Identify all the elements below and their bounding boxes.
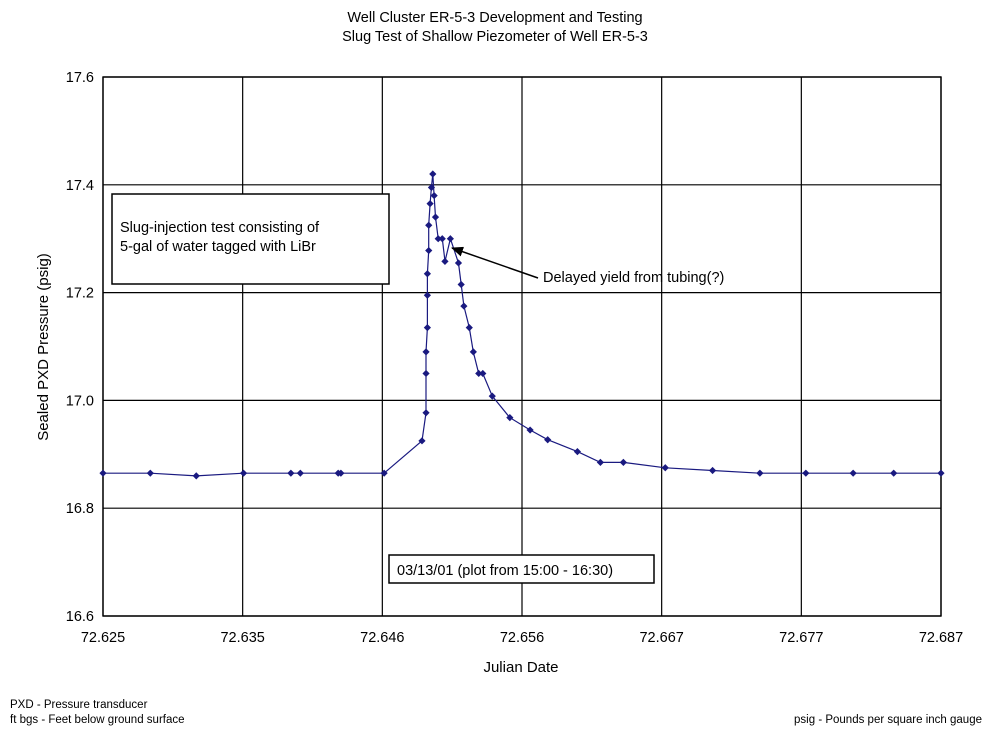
data-point: [460, 302, 468, 310]
y-tick-label: 17.0: [66, 393, 94, 409]
date-note: 03/13/01 (plot from 15:00 - 16:30): [397, 563, 613, 579]
data-point: [192, 472, 200, 480]
plot-border: [102, 76, 942, 617]
data-point: [475, 369, 483, 378]
data-point: [446, 235, 454, 243]
data-point: [146, 469, 154, 477]
data-point: [441, 257, 449, 265]
data-point: [465, 324, 473, 332]
data-series: [99, 170, 945, 480]
x-tick-label: 72.635: [220, 630, 264, 646]
x-tick-label: 72.677: [779, 630, 823, 646]
data-point: [506, 414, 514, 422]
data-point: [756, 469, 764, 477]
data-point: [422, 369, 430, 378]
data-point: [422, 409, 430, 417]
data-point: [596, 458, 604, 466]
x-tick-label: 72.656: [500, 630, 544, 646]
data-point: [544, 436, 552, 444]
x-axis-label: Julian Date: [483, 659, 558, 676]
y-tick-label: 16.6: [66, 609, 94, 625]
y-tick-label: 17.2: [66, 286, 94, 302]
annotation-box-line-1: Slug-injection test consisting of: [120, 220, 320, 236]
y-tick-label: 17.6: [66, 70, 94, 86]
y-tick-label: 17.4: [66, 178, 94, 194]
data-point: [425, 246, 433, 255]
data-point: [438, 235, 446, 243]
data-point: [418, 437, 426, 445]
chart-title: Well Cluster ER-5-3 Development and Test…: [347, 10, 642, 26]
y-axis-label: Sealed PXD Pressure (psig): [35, 253, 52, 441]
annotation-arrow-label: Delayed yield from tubing(?): [543, 270, 724, 286]
data-point: [573, 448, 582, 456]
chart-subtitle: Slug Test of Shallow Piezometer of Well …: [342, 29, 648, 45]
annotation-arrow: [451, 246, 539, 279]
data-point: [434, 235, 442, 243]
data-point: [422, 348, 430, 356]
data-point: [423, 270, 431, 278]
data-point: [427, 183, 436, 192]
data-point: [619, 458, 627, 466]
data-point: [661, 464, 669, 472]
data-point: [457, 280, 465, 289]
data-point: [425, 221, 433, 229]
x-tick-label: 72.667: [639, 630, 683, 646]
data-point: [431, 213, 440, 221]
tick-labels: 72.625 72.635 72.646 72.656 72.667 72.677 72.6…: [66, 70, 963, 646]
annotation-box: [111, 193, 390, 285]
data-point: [430, 191, 438, 200]
data-point: [380, 469, 388, 477]
data-point: [296, 469, 304, 477]
data-point: [479, 369, 487, 378]
data-point: [849, 469, 857, 477]
data-point: [802, 469, 810, 477]
x-tick-label: 72.625: [81, 630, 125, 646]
data-point: [937, 469, 945, 477]
data-point: [99, 469, 107, 477]
grid: [102, 76, 942, 617]
footnote-psig: psig - Pounds per square inch gauge: [794, 714, 982, 726]
data-point: [423, 291, 431, 299]
data-point: [488, 392, 496, 400]
x-tick-label: 72.646: [360, 630, 404, 646]
data-point: [429, 170, 437, 178]
data-point: [337, 469, 345, 477]
data-point: [469, 348, 477, 356]
data-point: [287, 469, 295, 477]
footnote-pxd: PXD - Pressure transducer: [10, 699, 148, 711]
data-point: [526, 426, 534, 434]
data-point: [423, 324, 431, 332]
data-point: [426, 200, 434, 208]
data-point: [890, 469, 898, 477]
data-point: [239, 469, 248, 477]
footnote-ft-bgs: ft bgs - Feet below ground surface: [10, 714, 185, 726]
y-tick-label: 16.8: [66, 501, 94, 517]
data-point: [454, 259, 463, 267]
x-tick-label: 72.687: [919, 630, 963, 646]
date-note-box: [388, 554, 655, 584]
data-point: [708, 466, 717, 475]
annotation-box-line-2: 5-gal of water tagged with LiBr: [120, 239, 316, 255]
